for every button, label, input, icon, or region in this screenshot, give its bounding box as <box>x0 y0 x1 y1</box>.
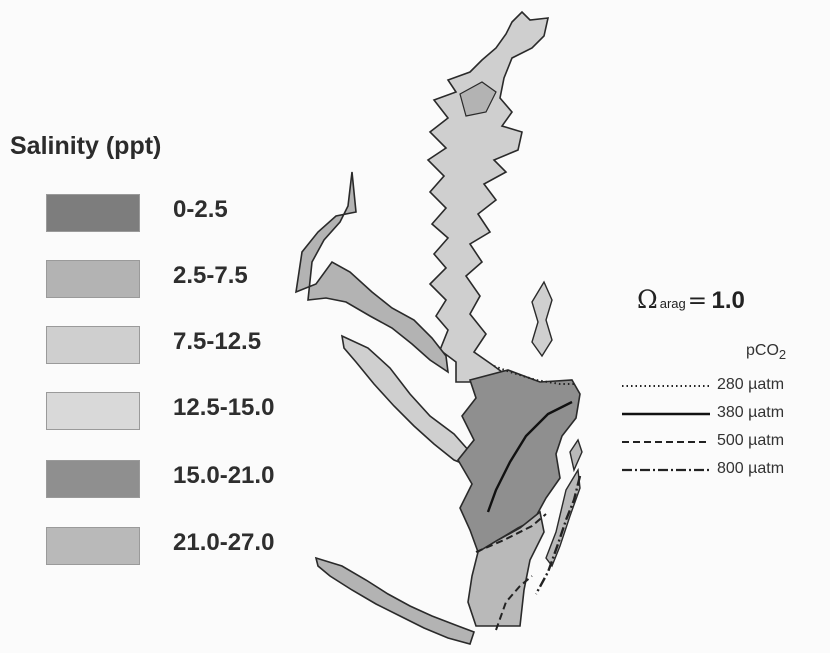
barrier-island-small <box>569 438 583 473</box>
barrier-island <box>545 467 581 568</box>
line-legend-label: 280 µatm <box>717 376 785 393</box>
line-legend-item: 800 µatm <box>620 459 830 481</box>
legend-item: 0-2.5 <box>46 194 346 234</box>
dashed-line-icon <box>622 441 710 443</box>
isoline-500 <box>475 513 547 631</box>
eastern-shore-branch <box>531 280 553 358</box>
legend-label: 2.5-7.5 <box>173 262 248 289</box>
legend-title: Salinity (ppt) <box>10 132 162 160</box>
james-river <box>314 556 476 645</box>
head-of-bay-patch <box>459 81 497 117</box>
solid-line-icon <box>622 412 710 416</box>
omega-value: 1.0 <box>711 287 745 314</box>
legend-label: 21.0-27.0 <box>173 529 275 556</box>
legend-item: 21.0-27.0 <box>46 527 346 567</box>
line-legend-label: 500 µatm <box>717 432 785 449</box>
legend-swatch <box>46 260 140 298</box>
line-legend-label: 380 µatm <box>717 404 785 421</box>
legend-item: 2.5-7.5 <box>46 260 346 300</box>
legend-swatch <box>46 194 140 232</box>
line-legend-label: 800 µatm <box>717 460 785 477</box>
upper-bay-region <box>426 10 550 383</box>
line-legend-item: 280 µatm <box>620 375 830 397</box>
legend-item: 7.5-12.5 <box>46 326 346 366</box>
legend-swatch <box>46 527 140 565</box>
legend-label: 15.0-21.0 <box>173 462 275 489</box>
pco2-heading: pCO2 <box>746 342 786 362</box>
line-legend-item: 380 µatm <box>620 403 830 425</box>
legend-item: 12.5-15.0 <box>46 392 346 432</box>
line-legend-item: 500 µatm <box>620 431 830 453</box>
pco2-subscript: 2 <box>778 347 787 362</box>
dotted-line-icon <box>622 385 710 387</box>
legend-swatch <box>46 326 140 364</box>
omega-symbol: Ω <box>637 285 658 314</box>
equals-sign: = <box>687 288 708 314</box>
dash-dot-line-icon <box>622 468 710 472</box>
pco2-label: pCO <box>746 342 779 359</box>
legend-swatch <box>46 392 140 430</box>
legend-label: 7.5-12.5 <box>173 328 262 355</box>
isoline-800 <box>534 475 582 595</box>
legend-swatch <box>46 460 140 498</box>
isoline-280 <box>493 365 574 385</box>
isoline-380 <box>486 400 573 513</box>
lower-bay-region <box>467 510 545 627</box>
omega-subscript: arag <box>659 296 686 311</box>
legend-label: 0-2.5 <box>173 196 228 223</box>
potomac-river <box>295 171 450 374</box>
legend-item: 15.0-21.0 <box>46 460 346 500</box>
legend-label: 12.5-15.0 <box>173 394 275 421</box>
